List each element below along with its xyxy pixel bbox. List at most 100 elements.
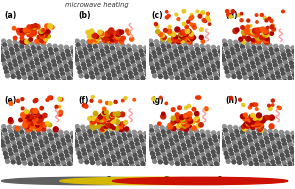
Circle shape xyxy=(113,54,117,58)
Circle shape xyxy=(207,134,211,138)
Circle shape xyxy=(167,64,171,68)
Circle shape xyxy=(17,99,19,102)
Circle shape xyxy=(255,58,259,62)
Circle shape xyxy=(118,140,122,144)
Circle shape xyxy=(208,19,210,21)
Circle shape xyxy=(102,162,106,166)
Circle shape xyxy=(60,157,64,161)
Circle shape xyxy=(185,136,189,140)
Circle shape xyxy=(128,157,132,161)
Circle shape xyxy=(119,163,123,167)
Circle shape xyxy=(112,50,116,54)
Circle shape xyxy=(217,151,221,154)
Circle shape xyxy=(70,39,73,42)
Circle shape xyxy=(96,53,99,57)
Circle shape xyxy=(206,45,210,49)
Circle shape xyxy=(23,116,26,120)
Circle shape xyxy=(194,129,198,133)
Circle shape xyxy=(131,146,135,149)
Circle shape xyxy=(11,74,15,78)
Circle shape xyxy=(32,154,36,158)
Circle shape xyxy=(140,53,144,57)
Circle shape xyxy=(138,45,142,49)
Circle shape xyxy=(135,76,139,80)
Circle shape xyxy=(206,12,209,15)
Circle shape xyxy=(119,128,122,131)
Circle shape xyxy=(226,10,229,13)
Circle shape xyxy=(144,43,148,46)
Circle shape xyxy=(40,39,44,43)
Circle shape xyxy=(274,44,278,48)
Circle shape xyxy=(90,138,94,141)
Circle shape xyxy=(232,74,236,78)
Circle shape xyxy=(165,60,169,64)
Circle shape xyxy=(96,117,100,121)
Circle shape xyxy=(168,153,172,157)
Circle shape xyxy=(281,157,285,161)
Circle shape xyxy=(108,162,112,166)
Circle shape xyxy=(104,38,108,42)
Circle shape xyxy=(25,124,30,129)
Circle shape xyxy=(251,122,255,126)
Circle shape xyxy=(113,112,117,116)
Circle shape xyxy=(101,53,105,57)
Circle shape xyxy=(85,160,89,164)
Circle shape xyxy=(180,158,184,162)
Circle shape xyxy=(53,44,57,48)
Circle shape xyxy=(218,50,222,54)
Circle shape xyxy=(241,153,245,157)
Circle shape xyxy=(72,158,76,162)
Circle shape xyxy=(288,76,292,80)
Circle shape xyxy=(76,66,79,70)
Circle shape xyxy=(260,77,264,81)
Circle shape xyxy=(40,33,45,39)
Circle shape xyxy=(133,134,137,138)
Circle shape xyxy=(29,57,33,61)
Circle shape xyxy=(115,129,119,132)
Circle shape xyxy=(85,55,89,59)
Circle shape xyxy=(276,71,279,75)
Circle shape xyxy=(41,34,45,37)
Circle shape xyxy=(223,151,227,155)
Circle shape xyxy=(246,64,250,68)
Circle shape xyxy=(182,22,186,26)
Circle shape xyxy=(35,118,38,121)
Circle shape xyxy=(188,35,191,38)
Circle shape xyxy=(191,156,194,160)
Circle shape xyxy=(101,158,105,162)
Circle shape xyxy=(52,145,55,149)
Circle shape xyxy=(163,71,167,75)
Circle shape xyxy=(33,158,37,162)
Circle shape xyxy=(48,96,51,99)
Circle shape xyxy=(247,120,252,125)
Circle shape xyxy=(185,115,190,120)
Circle shape xyxy=(109,34,113,38)
Circle shape xyxy=(48,152,52,156)
Circle shape xyxy=(247,135,251,139)
Circle shape xyxy=(187,105,191,108)
Circle shape xyxy=(87,149,91,153)
Circle shape xyxy=(9,152,13,156)
Circle shape xyxy=(221,58,224,62)
Circle shape xyxy=(286,135,290,139)
Circle shape xyxy=(257,113,261,118)
Circle shape xyxy=(40,122,43,126)
Circle shape xyxy=(106,115,110,119)
Circle shape xyxy=(157,156,161,160)
Circle shape xyxy=(260,159,263,163)
Circle shape xyxy=(250,147,254,150)
Circle shape xyxy=(112,39,116,43)
Circle shape xyxy=(107,54,111,58)
Circle shape xyxy=(0,128,1,132)
Circle shape xyxy=(94,153,98,157)
Circle shape xyxy=(175,27,180,32)
Circle shape xyxy=(252,38,255,42)
Circle shape xyxy=(44,51,48,55)
Circle shape xyxy=(30,42,34,46)
Circle shape xyxy=(101,113,104,116)
Circle shape xyxy=(91,39,96,43)
Circle shape xyxy=(110,151,114,155)
Circle shape xyxy=(162,153,166,156)
Circle shape xyxy=(261,58,265,62)
Circle shape xyxy=(251,125,255,129)
